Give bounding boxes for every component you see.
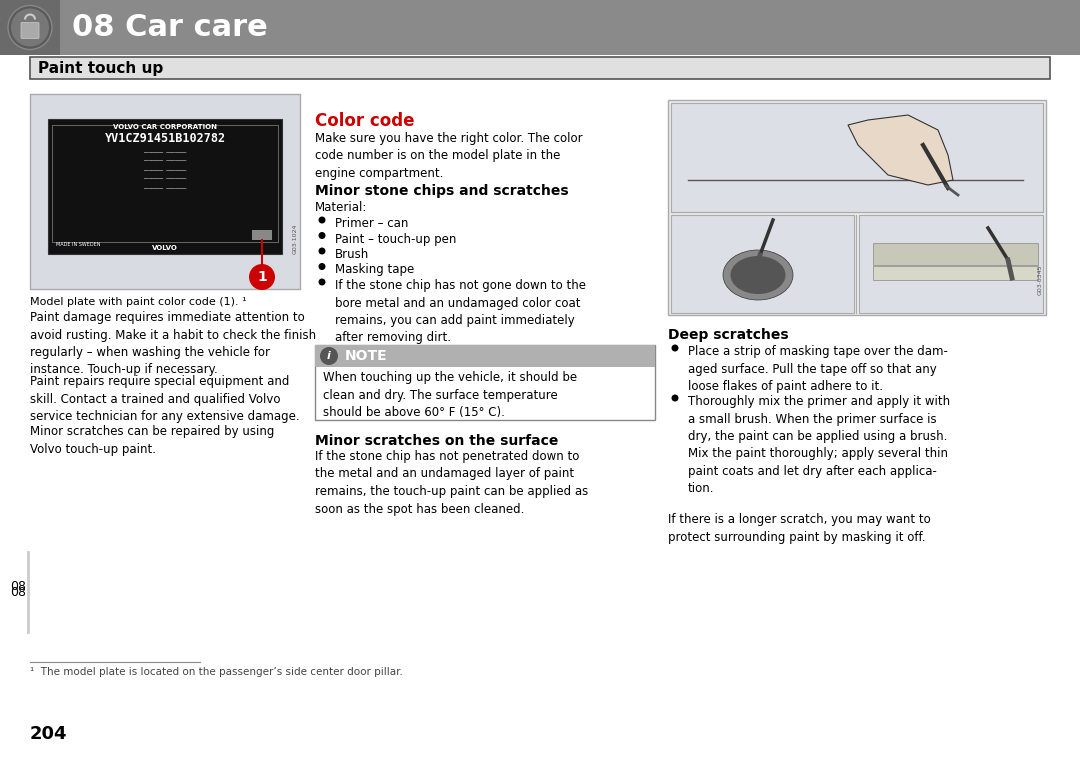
Bar <box>873 243 1038 265</box>
Text: If the stone chip has not penetrated down to
the metal and an undamaged layer of: If the stone chip has not penetrated dow… <box>315 450 589 516</box>
Text: 08: 08 <box>10 585 26 598</box>
Text: Brush: Brush <box>335 248 369 261</box>
Bar <box>669 100 1047 315</box>
Bar <box>48 119 282 254</box>
Text: ━━━━━━━  ━━━━━━━: ━━━━━━━ ━━━━━━━ <box>144 177 187 181</box>
Circle shape <box>672 344 678 351</box>
Text: Paint – touch-up pen: Paint – touch-up pen <box>335 232 457 245</box>
Circle shape <box>319 248 325 255</box>
Text: Minor scratches can be repaired by using
Volvo touch-up paint.: Minor scratches can be repaired by using… <box>30 425 274 456</box>
Text: NOTE: NOTE <box>345 349 388 363</box>
Text: ━━━━━━━  ━━━━━━━: ━━━━━━━ ━━━━━━━ <box>144 185 187 190</box>
Circle shape <box>672 395 678 402</box>
Text: MADE IN SWEDEN: MADE IN SWEDEN <box>56 242 100 246</box>
Text: Primer – can: Primer – can <box>335 217 408 230</box>
Circle shape <box>11 8 49 46</box>
Bar <box>252 230 272 240</box>
Circle shape <box>320 347 338 365</box>
Bar <box>315 345 654 367</box>
Bar <box>859 215 1043 313</box>
Text: ━━━━━━━  ━━━━━━━: ━━━━━━━ ━━━━━━━ <box>144 168 187 172</box>
Text: 08: 08 <box>10 581 26 594</box>
Circle shape <box>8 5 52 50</box>
Bar <box>30 57 1050 79</box>
Circle shape <box>319 232 325 239</box>
Circle shape <box>249 264 275 290</box>
Text: If there is a longer scratch, you may want to
protect surrounding paint by maski: If there is a longer scratch, you may wa… <box>669 513 931 543</box>
Text: Paint repairs require special equipment and
skill. Contact a trained and qualifi: Paint repairs require special equipment … <box>30 375 299 423</box>
Text: 08 Car care: 08 Car care <box>72 13 268 42</box>
Bar <box>52 125 278 242</box>
Bar <box>315 345 654 420</box>
Text: When touching up the vehicle, it should be
clean and dry. The surface temperatur: When touching up the vehicle, it should … <box>323 371 577 419</box>
Text: ━━━━━━━  ━━━━━━━: ━━━━━━━ ━━━━━━━ <box>144 149 187 155</box>
Text: Paint touch up: Paint touch up <box>38 60 163 75</box>
Text: Make sure you have the right color. The color
code number is on the model plate : Make sure you have the right color. The … <box>315 132 582 180</box>
Text: Place a strip of masking tape over the dam-
aged surface. Pull the tape off so t: Place a strip of masking tape over the d… <box>688 345 948 393</box>
Text: Minor scratches on the surface: Minor scratches on the surface <box>315 434 558 448</box>
Text: i: i <box>327 351 330 361</box>
Text: VOLVO CAR CORPORATION: VOLVO CAR CORPORATION <box>113 124 217 130</box>
Text: ━━━━━━━  ━━━━━━━: ━━━━━━━ ━━━━━━━ <box>144 158 187 164</box>
FancyBboxPatch shape <box>21 23 39 39</box>
Ellipse shape <box>730 256 785 294</box>
Text: Masking tape: Masking tape <box>335 264 415 277</box>
Text: Model plate with paint color code (1). ¹: Model plate with paint color code (1). ¹ <box>30 297 246 307</box>
Text: VOLVO: VOLVO <box>152 245 178 251</box>
Text: 204: 204 <box>30 725 67 743</box>
Circle shape <box>319 278 325 286</box>
Circle shape <box>319 263 325 270</box>
Text: YV1CZ91451B102782: YV1CZ91451B102782 <box>105 133 226 146</box>
Text: If the stone chip has not gone down to the
bore metal and an undamaged color coa: If the stone chip has not gone down to t… <box>335 279 586 344</box>
Bar <box>30 94 300 289</box>
Bar <box>873 266 1038 280</box>
Text: 1: 1 <box>257 270 267 284</box>
Text: Material:: Material: <box>315 201 367 214</box>
Text: Minor stone chips and scratches: Minor stone chips and scratches <box>315 184 569 198</box>
Bar <box>0 0 1080 55</box>
Text: G03·1024: G03·1024 <box>293 223 297 254</box>
Text: G03·0345: G03·0345 <box>1038 264 1042 295</box>
Text: Color code: Color code <box>315 112 415 130</box>
Circle shape <box>319 216 325 223</box>
Text: Paint damage requires immediate attention to
avoid rusting. Make it a habit to c: Paint damage requires immediate attentio… <box>30 311 316 376</box>
Bar <box>671 215 854 313</box>
Text: Deep scratches: Deep scratches <box>669 328 788 342</box>
Ellipse shape <box>723 250 793 300</box>
Polygon shape <box>848 115 953 185</box>
Text: Thoroughly mix the primer and apply it with
a small brush. When the primer surfa: Thoroughly mix the primer and apply it w… <box>688 395 950 495</box>
Bar <box>0 0 60 55</box>
Text: ¹  The model plate is located on the passenger’s side center door pillar.: ¹ The model plate is located on the pass… <box>30 667 403 677</box>
Bar <box>671 103 1043 212</box>
